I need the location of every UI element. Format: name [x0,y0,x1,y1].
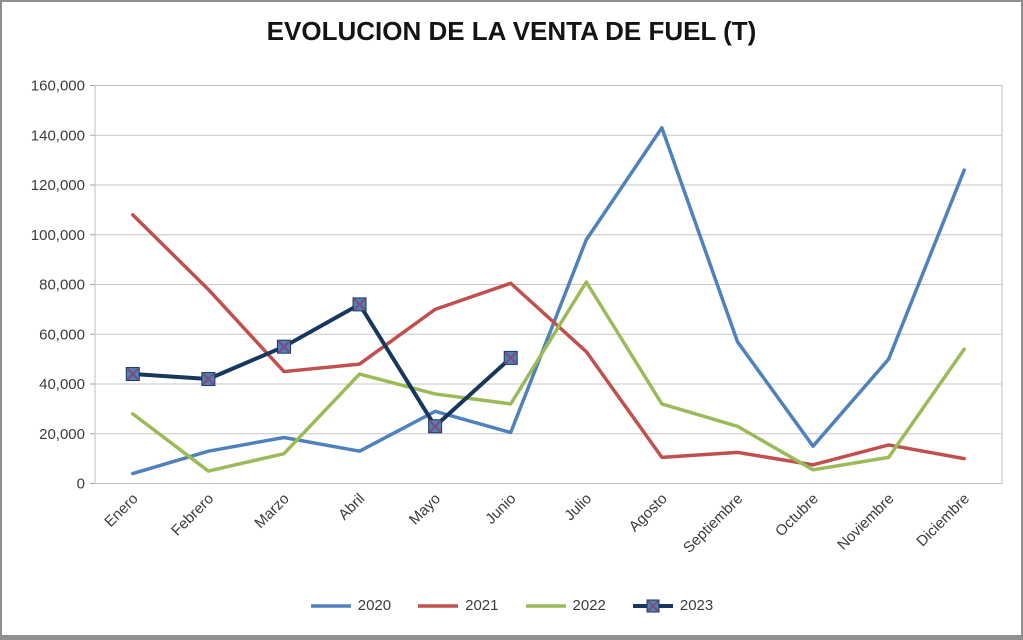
legend-label-2021: 2021 [465,597,499,614]
x-tick-label: Julio [561,490,595,524]
x-tick-label: Octubre [772,490,822,540]
legend-item-2022: 2022 [525,597,606,614]
y-tick-label: 160,000 [31,78,85,95]
marker-x [126,367,140,381]
x-tick-label: Enero [101,490,141,530]
plot-border [94,85,1003,484]
x-tick-label: Abril [335,490,368,523]
x-tick-label: Noviembre [834,490,897,553]
legend-swatch-2023 [632,599,673,612]
y-tick-label: 20,000 [39,426,85,443]
chart-title: EVOLUCION DE LA VENTA DE FUEL (T) [266,16,757,46]
x-tick-label: Diciembre [913,490,973,550]
marker-x [428,420,442,433]
marker-x [277,340,291,353]
legend-swatch-2021 [418,603,459,608]
legend-swatch-2022 [525,603,566,608]
series-line-2020 [131,126,966,476]
marker-x [202,372,215,386]
legend-marker-x [647,599,659,612]
series-line-2021 [131,213,966,467]
legend-label-2023: 2023 [679,597,714,614]
y-tick-label: 40,000 [39,376,85,393]
legend-label-2020: 2020 [357,597,392,614]
legend-item-2023: 2023 [632,597,713,614]
marker-x [504,351,517,365]
legend-item-2021: 2021 [417,597,499,614]
series-line-2023 [130,302,513,429]
x-tick-label: Mayo [406,490,444,528]
y-tick-label: 120,000 [31,177,85,194]
marker-x [353,298,366,311]
y-tick-label: 100,000 [31,227,85,244]
legend-label-2022: 2022 [572,597,606,614]
series-line-2022 [131,280,966,473]
x-tick-label: Junio [482,490,519,527]
y-tick-label: 60,000 [39,326,85,343]
y-tick-label: 140,000 [31,127,85,144]
x-tick-label: Agosto [626,490,671,535]
x-tick-label: Febrero [168,490,217,539]
legend: 2020 2021 2022 2023 [2,597,1021,614]
x-tick-label: Septiembre [680,490,746,556]
y-tick-label: 80,000 [39,277,85,294]
y-tick-label: 0 [77,476,85,493]
x-tick-label: Marzo [251,490,292,531]
legend-swatch-2020 [310,603,351,608]
legend-item-2020: 2020 [310,597,391,614]
